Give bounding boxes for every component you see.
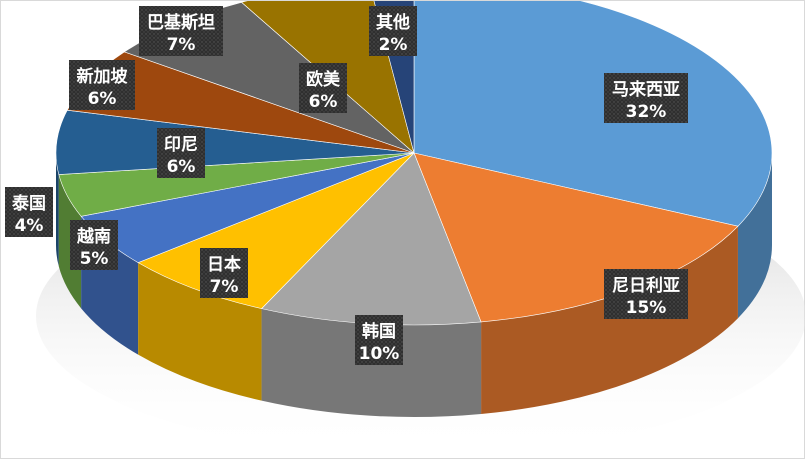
percentage-label: 6% bbox=[309, 92, 338, 112]
category-label: 新加坡 bbox=[77, 66, 128, 87]
data-label-box bbox=[5, 187, 53, 237]
data-label-box bbox=[604, 73, 688, 123]
data-label-4: 越南5% bbox=[70, 220, 118, 270]
category-label: 尼日利亚 bbox=[612, 275, 680, 296]
category-label: 其他 bbox=[376, 12, 410, 33]
data-label-box bbox=[355, 315, 403, 365]
data-label-box bbox=[70, 220, 118, 270]
data-label-5: 泰国4% bbox=[5, 187, 53, 237]
percentage-label: 10% bbox=[359, 344, 400, 364]
category-label: 韩国 bbox=[362, 321, 396, 342]
percentage-label: 5% bbox=[80, 249, 109, 269]
category-label: 马来西亚 bbox=[612, 79, 680, 100]
data-label-box bbox=[299, 63, 347, 113]
data-label-box bbox=[139, 6, 223, 56]
percentage-label: 4% bbox=[15, 216, 44, 236]
data-label-9: 欧美6% bbox=[299, 63, 347, 113]
percentage-label: 2% bbox=[379, 35, 408, 55]
pie-slice-side-5 bbox=[58, 174, 82, 309]
category-label: 泰国 bbox=[12, 193, 46, 214]
category-label: 日本 bbox=[207, 254, 241, 275]
category-label: 欧美 bbox=[306, 69, 341, 90]
percentage-label: 6% bbox=[167, 157, 196, 177]
data-label-box bbox=[369, 6, 417, 56]
percentage-label: 7% bbox=[167, 35, 196, 55]
pie-slice-side-0 bbox=[737, 153, 772, 319]
pie-slice-side-3 bbox=[138, 262, 262, 401]
data-label-box bbox=[69, 60, 135, 110]
data-label-6: 印尼6% bbox=[157, 128, 205, 178]
data-label-3: 日本7% bbox=[200, 248, 248, 298]
percentage-label: 32% bbox=[626, 102, 667, 122]
category-label: 越南 bbox=[76, 226, 111, 247]
pie-slice-6 bbox=[55, 109, 415, 175]
data-label-box bbox=[604, 269, 688, 319]
percentage-label: 6% bbox=[88, 89, 117, 109]
data-label-box bbox=[200, 248, 248, 298]
pie-labels: 马来西亚32%尼日利亚15%韩国10%日本7%越南5%泰国4%印尼6%新加坡6%… bbox=[5, 6, 688, 365]
data-label-10: 其他2% bbox=[369, 6, 417, 56]
percentage-label: 7% bbox=[210, 277, 239, 297]
data-label-box bbox=[157, 128, 205, 178]
pie-slice-side-6 bbox=[56, 153, 59, 267]
category-label: 巴基斯坦 bbox=[147, 12, 215, 33]
category-label: 印尼 bbox=[164, 135, 198, 155]
pie-slice-0 bbox=[413, 1, 773, 227]
percentage-label: 15% bbox=[626, 298, 667, 318]
